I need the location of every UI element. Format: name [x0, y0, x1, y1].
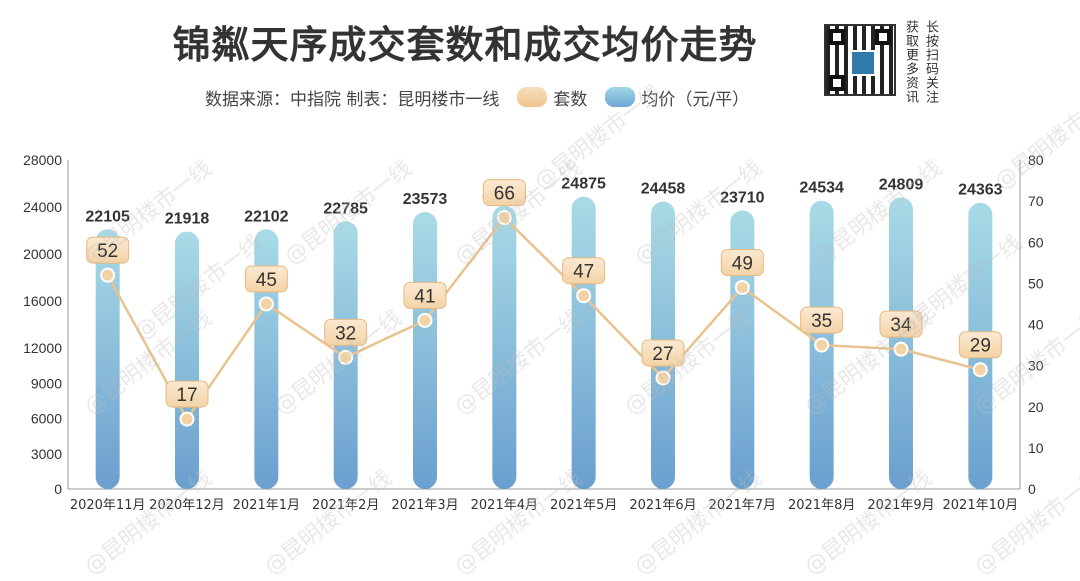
y-left-tick-label: 16000: [23, 293, 62, 309]
count-data-label: 45: [256, 270, 277, 291]
y-left-tick-label: 3000: [31, 446, 62, 462]
y-right-tick-label: 50: [1028, 275, 1044, 291]
x-tick-label: 2021年1月: [233, 498, 300, 513]
count-label-box: [324, 318, 368, 346]
price-data-label: 23573: [403, 191, 448, 208]
x-tick-label: 2021年8月: [788, 498, 855, 513]
price-data-label: 24809: [879, 176, 924, 193]
y-right-tick-label: 40: [1028, 317, 1044, 333]
count-point: [655, 370, 671, 386]
count-data-label: 29: [970, 336, 991, 357]
y-right-tick-label: 10: [1028, 440, 1044, 456]
count-data-label: 41: [414, 286, 435, 307]
count-point: [576, 288, 592, 304]
count-point: [893, 341, 909, 357]
count-label-box: [403, 281, 447, 309]
count-point: [496, 210, 512, 226]
y-right-tick-label: 0: [1028, 481, 1036, 497]
count-point: [338, 349, 354, 365]
count-label-box: [86, 236, 130, 264]
source-text: 数据来源：中指院 制表：昆明楼市一线: [205, 89, 500, 110]
price-data-label: 24363: [958, 182, 1003, 199]
count-label-box: [958, 331, 1002, 359]
price-data-label: 22105: [85, 208, 130, 225]
y-left-tick-label: 6000: [31, 411, 62, 427]
legend-count-swatch: [517, 87, 548, 107]
y-left-tick-label: 9000: [31, 375, 62, 391]
count-point: [100, 267, 116, 283]
x-tick-label: 2021年4月: [471, 498, 538, 513]
count-data-label: 47: [573, 262, 594, 283]
legend-price: 均价（元/平）: [605, 85, 749, 110]
x-tick-label: 2021年7月: [709, 498, 776, 513]
qr-caption-1: 获取更多资讯: [903, 20, 918, 104]
price-data-label: 24458: [641, 181, 686, 198]
price-bar: [95, 229, 120, 490]
x-tick-label: 2020年11月: [70, 498, 146, 513]
count-data-label: 66: [494, 184, 515, 205]
count-label-box: [562, 257, 606, 285]
qr-code-icon: [824, 24, 896, 96]
count-data-label: 17: [176, 385, 197, 406]
x-tick-label: 2020年12月: [149, 498, 225, 513]
legend-price-label: 均价（元/平）: [641, 89, 750, 110]
count-data-label: 35: [811, 311, 832, 332]
y-left-tick-label: 28000: [23, 152, 62, 168]
x-tick-label: 2021年9月: [867, 498, 934, 513]
y-right-tick-label: 20: [1028, 399, 1044, 415]
legend-row: 数据来源：中指院 制表：昆明楼市一线 套数 均价（元/平）: [205, 84, 749, 110]
y-right-tick-label: 30: [1028, 358, 1044, 374]
y-right-tick-label: 60: [1028, 234, 1044, 250]
combo-chart: 0 3000 6000 9000 12000 16000 20000 24000 28000 0 1…: [23, 152, 1044, 513]
qr-caption-2: 长按扫码关注: [923, 20, 938, 104]
count-point: [179, 411, 195, 427]
count-point: [417, 312, 433, 328]
price-data-label: 24534: [799, 180, 844, 197]
x-tick-label: 2021年2月: [312, 498, 379, 513]
legend-price-swatch: [605, 87, 636, 107]
price-data-label: 23710: [720, 189, 765, 206]
x-tick-label: 2021年5月: [550, 498, 617, 513]
chart-title: 锦粼天序成交套数和成交均价走势: [172, 23, 758, 67]
price-bar: [413, 212, 437, 489]
price-data-label: 22785: [323, 200, 368, 217]
count-label-box: [165, 380, 209, 408]
price-data-label: 24875: [561, 176, 606, 193]
count-data-label: 52: [97, 241, 118, 262]
price-bar: [254, 229, 279, 489]
count-data-label: 32: [335, 323, 356, 344]
count-label-box: [800, 306, 844, 334]
count-point: [734, 279, 750, 295]
count-line: [106, 215, 981, 422]
x-tick-label: 2021年6月: [629, 498, 696, 513]
price-data-label: 22102: [244, 208, 289, 225]
x-tick-label: 2021年3月: [391, 498, 458, 513]
legend-count-label: 套数: [553, 89, 588, 110]
price-bar: [730, 210, 755, 489]
y-left-tick-label: 0: [54, 481, 62, 497]
count-point: [258, 296, 274, 312]
count-label-box: [482, 179, 526, 207]
price-data-label: 21918: [165, 210, 210, 227]
y-right-tick-label: 80: [1028, 152, 1044, 168]
count-point: [972, 362, 988, 378]
count-label-box: [641, 339, 685, 367]
price-bar: [175, 231, 199, 489]
price-bar: [571, 196, 596, 489]
count-label-box: [720, 248, 764, 276]
x-tick-label: 2021年10月: [943, 498, 1019, 513]
count-label-box: [879, 310, 923, 338]
y-left-tick-label: 24000: [23, 199, 62, 215]
count-data-label: 49: [732, 253, 753, 274]
count-label-box: [244, 265, 288, 293]
count-data-label: 27: [652, 344, 673, 365]
y-left-tick-label: 20000: [23, 246, 62, 262]
y-right-tick-label: 70: [1028, 193, 1044, 209]
count-data-label: 34: [890, 315, 912, 336]
legend-count: 套数: [517, 85, 587, 110]
price-bar: [492, 205, 517, 489]
y-left-tick-label: 12000: [23, 340, 62, 356]
count-point: [814, 337, 830, 353]
